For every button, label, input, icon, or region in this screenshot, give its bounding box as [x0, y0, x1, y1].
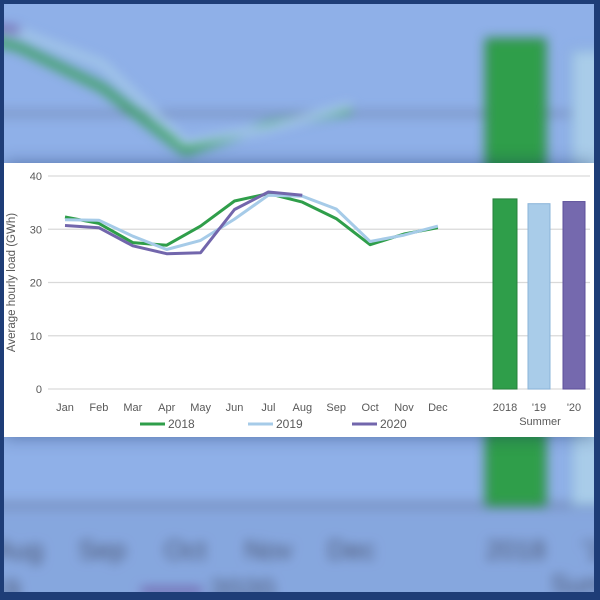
- chart-panel: 0 10 20 30 40 Average hourly load (GWh) Jan Feb…: [4, 163, 594, 437]
- month-label-aug: Aug: [293, 402, 313, 414]
- summer-bar-20: [562, 201, 586, 390]
- y-tick-label-40: 40: [30, 171, 42, 183]
- legend-label-2020: 2020: [210, 575, 275, 600]
- series-line-2018: [0, 38, 353, 156]
- summer-group-label: Summer: [551, 569, 600, 599]
- legend-label-2020: 2020: [380, 417, 407, 431]
- month-label-oct: Oct: [362, 402, 379, 414]
- month-label-dec: Dec: [327, 535, 375, 565]
- bar-label-20: '20: [567, 402, 581, 414]
- bar-label-19: '19: [532, 402, 546, 414]
- bar-label-19: '19: [581, 535, 600, 565]
- y-tick-label-0: 0: [36, 384, 42, 396]
- month-label-nov: Nov: [244, 535, 292, 565]
- month-label-jul: Jul: [261, 402, 275, 414]
- month-label-jan: Jan: [56, 402, 74, 414]
- month-label-aug: Aug: [0, 535, 43, 565]
- y-tick-label-30: 30: [30, 224, 42, 236]
- series-line-2018: [64, 192, 439, 247]
- summer-group-label: Summer: [519, 416, 561, 428]
- month-label-oct: Oct: [164, 535, 206, 565]
- series-line-2019: [64, 193, 439, 251]
- month-label-dec: Dec: [428, 402, 448, 414]
- month-label-sep: Sep: [326, 402, 346, 414]
- legend-label-2019: 2019: [276, 417, 303, 431]
- month-label-jun: Jun: [226, 402, 244, 414]
- background-axis-band: [0, 505, 600, 600]
- month-label-nov: Nov: [394, 402, 414, 414]
- series-line-2019: [0, 28, 353, 148]
- month-label-apr: Apr: [158, 402, 175, 414]
- summer-bar-2018: [492, 198, 518, 390]
- main-chart-svg: 0 10 20 30 40 Average hourly load (GWh) Jan Feb…: [6, 171, 590, 431]
- bar-label-2018: 2018: [493, 402, 517, 414]
- legend-label-2018: 2018: [168, 417, 195, 431]
- bar-label-2018: 2018: [486, 535, 546, 565]
- y-axis-title: Average hourly load (GWh): [6, 213, 18, 352]
- y-tick-label-20: 20: [30, 278, 42, 290]
- series-line-2020: [64, 190, 303, 256]
- y-tick-label-10: 10: [30, 331, 42, 343]
- month-label-mar: Mar: [123, 402, 142, 414]
- month-label-feb: Feb: [89, 402, 108, 414]
- legend-label-2019: 2019: [0, 575, 20, 600]
- summer-bar-19: [527, 203, 551, 390]
- month-label-may: May: [190, 402, 211, 414]
- month-label-sep: Sep: [78, 535, 126, 565]
